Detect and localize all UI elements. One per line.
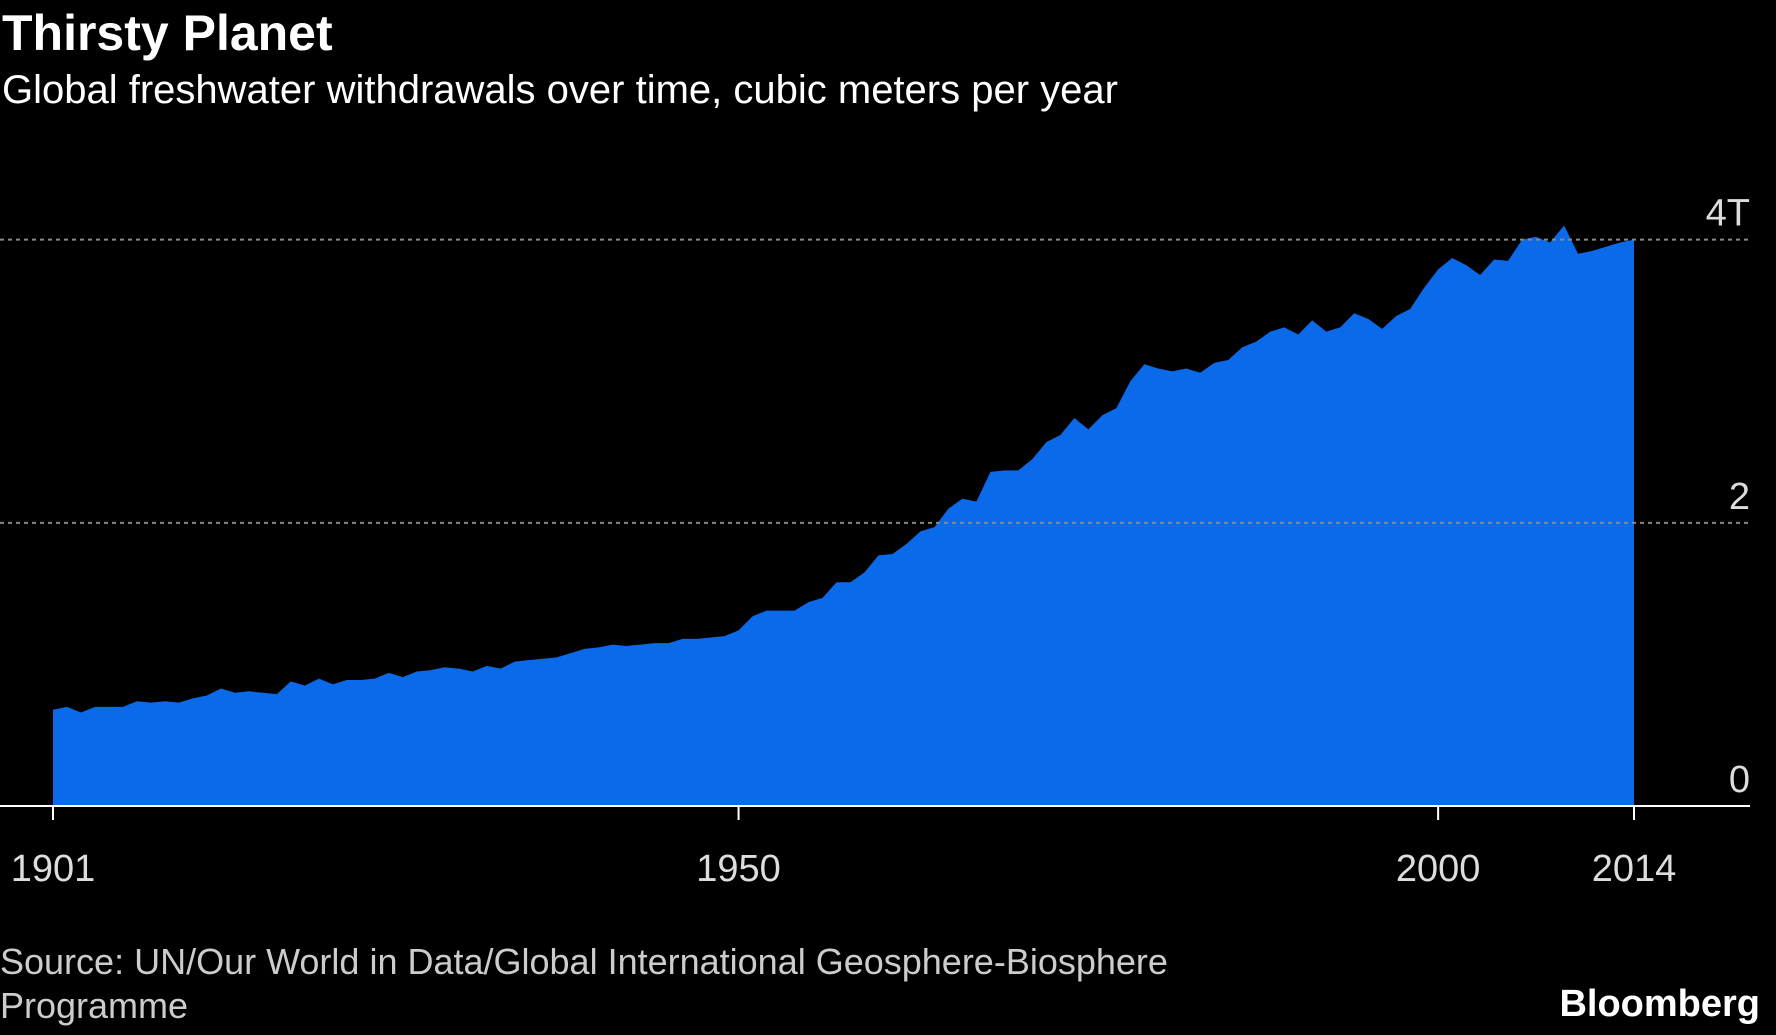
- brand: Bloomberg: [1559, 983, 1760, 1025]
- x-tick-label: 1901: [11, 848, 96, 890]
- area: [53, 225, 1634, 806]
- source: Source: UN/Our World in Data/Global Inte…: [0, 941, 1168, 1026]
- x-tick-label: 2014: [1592, 848, 1677, 890]
- chart-subtitle: Global freshwater withdrawals over time,…: [2, 68, 1118, 112]
- x-tick-label: 2000: [1396, 848, 1481, 890]
- source-box: Source: UN/Our World in Data/Global Inte…: [0, 941, 1168, 1026]
- chart-title: Thirsty Planet: [2, 5, 333, 61]
- y-tick-label: 2: [1729, 476, 1750, 518]
- y-tick-label: 0: [1729, 759, 1750, 801]
- x-tick-label: 1950: [696, 848, 781, 890]
- y-tick-label: 4T: [1706, 193, 1750, 235]
